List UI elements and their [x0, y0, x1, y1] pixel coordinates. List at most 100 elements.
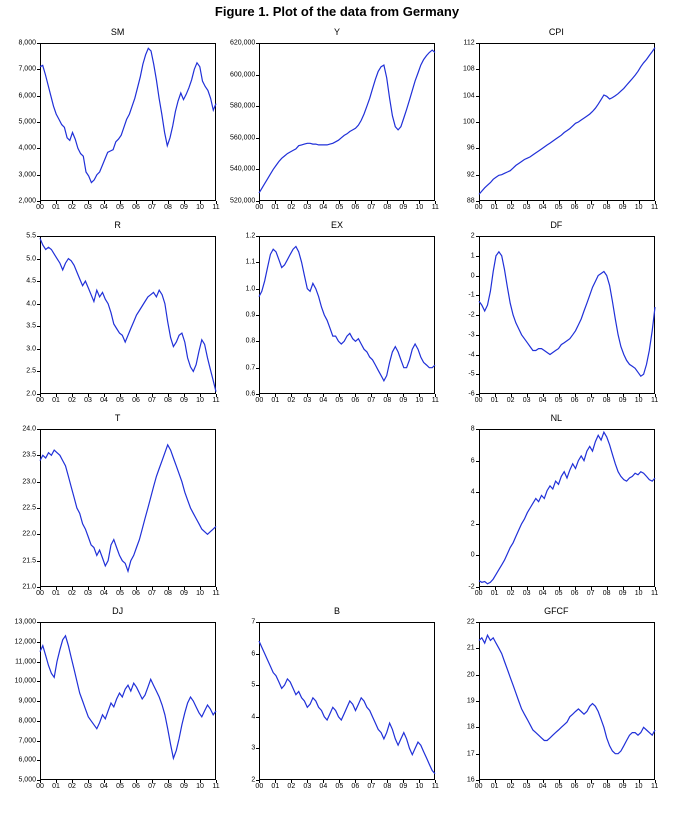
panel-DJ: DJ5,0006,0007,0008,0009,00010,00011,0001… — [10, 606, 225, 793]
x-tick-label: 01 — [52, 397, 60, 404]
x-tick-label: 05 — [555, 397, 563, 404]
x-tick-label: 06 — [571, 204, 579, 211]
x-tick-label: 07 — [148, 783, 156, 790]
x-tick-label: 06 — [571, 590, 579, 597]
x-tick-label: 00 — [36, 204, 44, 211]
x-tick-label: 08 — [383, 397, 391, 404]
panel-title: EX — [229, 220, 444, 232]
x-tick-label: 03 — [303, 397, 311, 404]
x-tick-label: 06 — [132, 590, 140, 597]
x-tick-label: 11 — [212, 590, 219, 597]
panel-title: SM — [10, 27, 225, 39]
panel-NL: NL-202468000102030405060708091011 — [449, 413, 664, 600]
x-tick-label: 09 — [180, 783, 188, 790]
panel-empty — [229, 413, 444, 600]
x-tick-label: 03 — [84, 397, 92, 404]
x-tick-label: 00 — [475, 783, 483, 790]
x-tick-label: 05 — [116, 204, 124, 211]
panel-title: DJ — [10, 606, 225, 618]
x-tick-label: 04 — [539, 783, 547, 790]
x-tick-label: 09 — [619, 397, 627, 404]
x-tick-label: 00 — [36, 397, 44, 404]
x-tick-label: 10 — [635, 590, 643, 597]
x-tick-label: 09 — [180, 397, 188, 404]
x-tick-label: 03 — [523, 397, 531, 404]
x-tick-label: 03 — [523, 204, 531, 211]
x-tick-label: 07 — [367, 783, 375, 790]
x-tick-label: 11 — [212, 783, 219, 790]
plot-area: -202468000102030405060708091011 — [449, 425, 664, 600]
plot-area: 234567000102030405060708091011 — [229, 618, 444, 793]
x-tick-label: 03 — [84, 783, 92, 790]
panel-EX: EX0.60.70.80.91.01.11.200010203040506070… — [229, 220, 444, 407]
series-line — [229, 232, 437, 396]
x-tick-label: 00 — [475, 397, 483, 404]
x-tick-label: 02 — [287, 783, 295, 790]
x-tick-label: 08 — [603, 397, 611, 404]
x-tick-label: 10 — [196, 204, 204, 211]
x-tick-label: 01 — [271, 204, 279, 211]
x-tick-label: 05 — [116, 590, 124, 597]
x-tick-label: 05 — [555, 204, 563, 211]
x-tick-label: 02 — [287, 204, 295, 211]
x-tick-label: 10 — [415, 204, 423, 211]
x-tick-label: 06 — [132, 783, 140, 790]
x-tick-label: 01 — [52, 783, 60, 790]
x-tick-label: 10 — [196, 397, 204, 404]
panel-GFCF: GFCF161718192021220001020304050607080910… — [449, 606, 664, 793]
x-tick-label: 00 — [36, 783, 44, 790]
x-tick-label: 07 — [587, 204, 595, 211]
panel-SM: SM2,0003,0004,0005,0006,0007,0008,000000… — [10, 27, 225, 214]
x-tick-label: 06 — [132, 397, 140, 404]
x-tick-label: 01 — [271, 397, 279, 404]
panel-R: R2.02.53.03.54.04.55.05.5000102030405060… — [10, 220, 225, 407]
panel-title: DF — [449, 220, 664, 232]
x-tick-label: 11 — [651, 590, 658, 597]
panel-title: CPI — [449, 27, 664, 39]
plot-area: 8892961001041081120001020304050607080910… — [449, 39, 664, 214]
x-tick-label: 09 — [399, 397, 407, 404]
x-tick-label: 11 — [432, 783, 439, 790]
x-tick-label: 11 — [651, 204, 658, 211]
x-tick-label: 09 — [180, 590, 188, 597]
plot-area: 16171819202122000102030405060708091011 — [449, 618, 664, 793]
series-line — [10, 232, 218, 396]
panel-B: B234567000102030405060708091011 — [229, 606, 444, 793]
x-tick-label: 04 — [100, 783, 108, 790]
x-tick-label: 11 — [432, 397, 439, 404]
x-tick-label: 09 — [399, 204, 407, 211]
x-tick-label: 08 — [383, 783, 391, 790]
panel-title: NL — [449, 413, 664, 425]
x-tick-label: 08 — [164, 204, 172, 211]
x-tick-label: 00 — [255, 397, 263, 404]
x-tick-label: 05 — [335, 204, 343, 211]
x-tick-label: 02 — [507, 204, 515, 211]
plot-area: 5,0006,0007,0008,0009,00010,00011,00012,… — [10, 618, 225, 793]
x-tick-label: 01 — [271, 783, 279, 790]
x-tick-label: 04 — [539, 397, 547, 404]
x-tick-label: 04 — [319, 204, 327, 211]
panel-DF: DF-6-5-4-3-2-101200010203040506070809101… — [449, 220, 664, 407]
x-tick-label: 06 — [571, 783, 579, 790]
x-tick-label: 07 — [367, 204, 375, 211]
x-tick-label: 04 — [319, 783, 327, 790]
x-tick-label: 08 — [164, 397, 172, 404]
x-tick-label: 08 — [603, 783, 611, 790]
plot-area: 520,000540,000560,000580,000600,000620,0… — [229, 39, 444, 214]
x-tick-label: 09 — [399, 783, 407, 790]
series-line — [229, 618, 437, 782]
x-tick-label: 02 — [507, 783, 515, 790]
x-tick-label: 09 — [619, 204, 627, 211]
x-tick-label: 01 — [52, 590, 60, 597]
x-tick-label: 01 — [52, 204, 60, 211]
x-tick-label: 10 — [196, 783, 204, 790]
x-tick-label: 08 — [383, 204, 391, 211]
x-tick-label: 03 — [523, 783, 531, 790]
series-line — [229, 39, 437, 203]
x-tick-label: 11 — [212, 204, 219, 211]
x-tick-label: 08 — [164, 590, 172, 597]
x-tick-label: 09 — [619, 783, 627, 790]
x-tick-label: 04 — [100, 204, 108, 211]
plot-area: 21.021.522.022.523.023.524.0000102030405… — [10, 425, 225, 600]
x-tick-label: 10 — [635, 783, 643, 790]
